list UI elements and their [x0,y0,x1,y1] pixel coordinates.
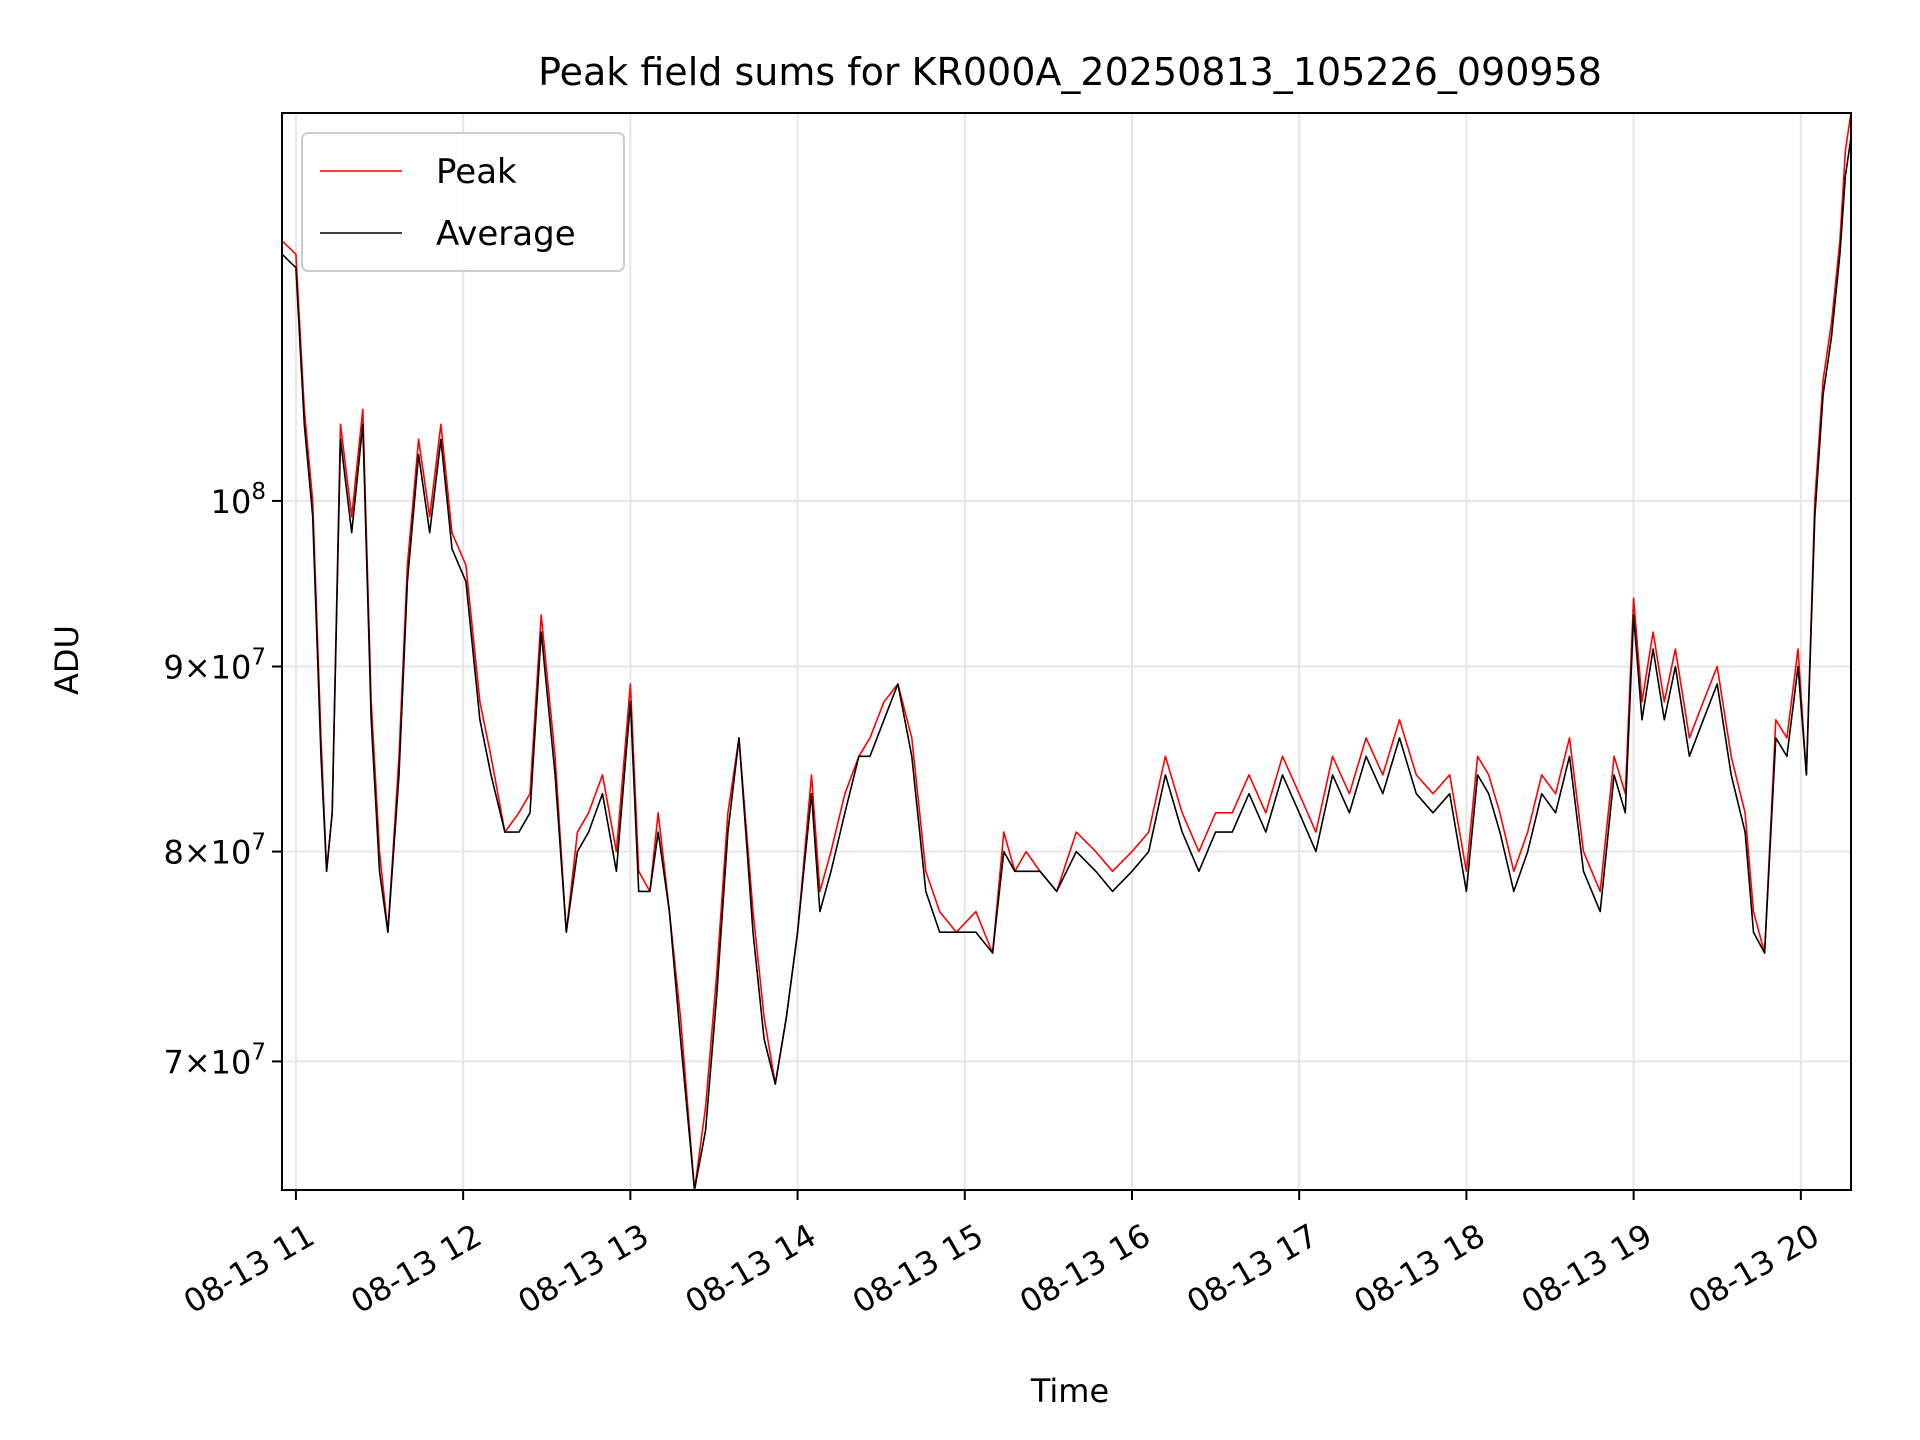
y-tick-label: 9×107 [163,644,266,686]
series-line-average [281,137,1852,1191]
y-tick-exponent: 7 [251,830,266,856]
y-tick-exponent: 7 [251,644,266,670]
series-line-peak [281,112,1852,1191]
y-tick-label: 8×107 [163,830,266,872]
x-axis-label: Time [1030,1372,1109,1410]
legend-label: Average [436,214,576,254]
y-axis-label: ADU [48,625,86,695]
legend-box [301,132,625,272]
plot-frame [281,112,1852,1191]
chart-title: Peak field sums for KR000A_20250813_1052… [538,50,1602,94]
legend: Peak Average [301,132,625,272]
plot-lines [281,112,1852,1191]
grid [282,113,1851,1190]
legend-label: Peak [436,152,517,192]
y-tick-label: 7×107 [163,1039,266,1081]
y-tick-exponent: 8 [251,479,266,505]
y-tick-exponent: 7 [251,1039,266,1065]
